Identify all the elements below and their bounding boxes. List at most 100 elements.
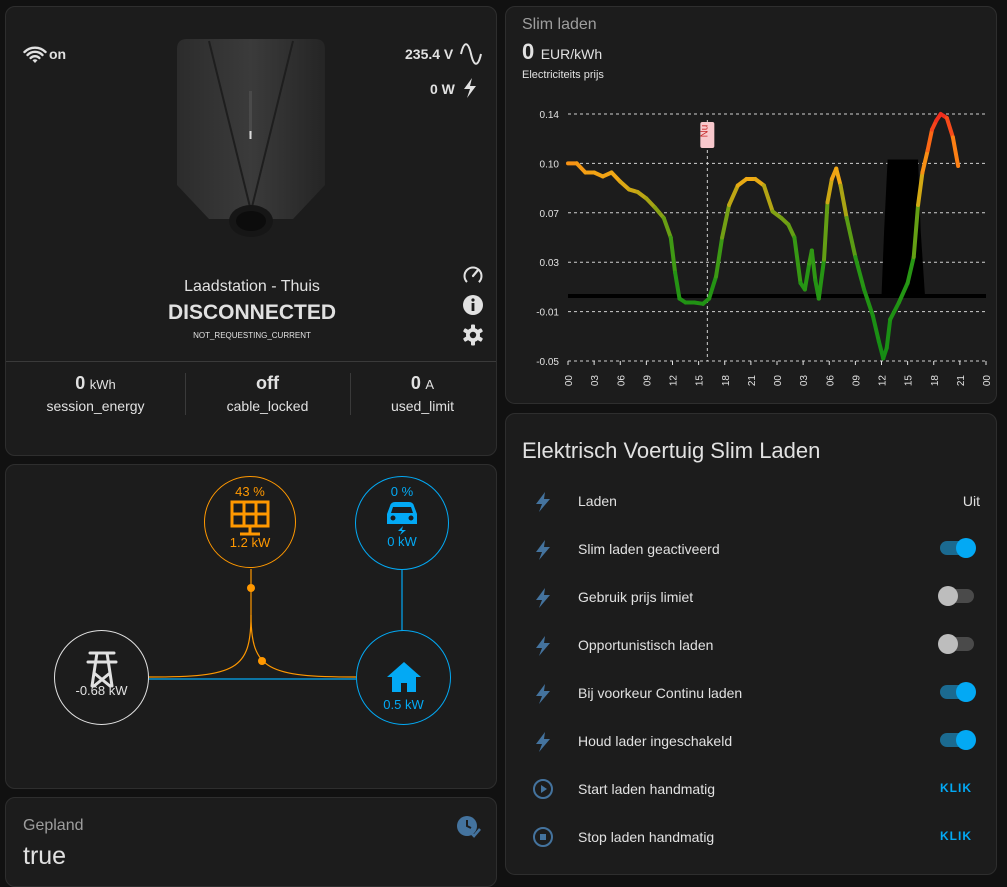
entity-label: Laden — [578, 493, 617, 509]
price-chart[interactable]: 0.14 0.10 0.07 0.03 -0.01 -0.05 00 03 06 09 12 15 18… — [506, 7, 997, 404]
price-line-segment — [644, 196, 658, 210]
press-button[interactable]: KLIK — [940, 829, 972, 843]
toggle-switch[interactable] — [938, 586, 974, 606]
car-electric-icon — [387, 502, 417, 535]
sine-wave-icon — [460, 43, 482, 65]
toggle-switch[interactable] — [938, 634, 974, 654]
home-icon — [386, 662, 421, 692]
price-line-segment — [896, 281, 910, 305]
entity-row[interactable]: Bij voorkeur Continu laden — [506, 670, 996, 718]
stat-cable-locked[interactable]: off cable_locked — [186, 373, 349, 414]
entity-row[interactable]: Start laden handmatig KLIK — [506, 766, 996, 814]
stat-name: used_limit — [390, 398, 455, 414]
price-line-segment — [786, 222, 797, 240]
toggle-switch[interactable] — [940, 730, 976, 750]
price-value: 0 — [522, 39, 535, 64]
ev-percent: 0 % — [390, 484, 414, 499]
y-tick-label: -0.05 — [536, 357, 559, 368]
price-line-segment — [720, 203, 732, 240]
smart-charging-title: Elektrisch Voertuig Slim Laden — [522, 438, 821, 463]
price-line-segment — [888, 300, 901, 322]
stop-circle-icon[interactable] — [532, 826, 554, 848]
flash-icon[interactable] — [532, 682, 554, 704]
wifi-icon — [23, 46, 47, 63]
stat-name: cable_locked — [226, 398, 309, 414]
stat-unit: kWh — [89, 377, 116, 392]
toggle-knob — [938, 634, 958, 654]
solar-percent: 43 % — [235, 484, 265, 499]
price-line-segment — [609, 170, 623, 184]
price-line-segment — [822, 200, 830, 262]
play-circle-icon[interactable] — [532, 778, 554, 800]
charger-card: on 235.4 V 0 W Laadstation - Thuis DISCO… — [5, 6, 497, 456]
stat-value: 0 — [75, 373, 86, 393]
x-tick-label: 03 — [799, 375, 810, 387]
gear-icon[interactable] — [462, 324, 484, 346]
price-line-segment — [673, 270, 682, 301]
x-tick-label: 21 — [747, 375, 758, 387]
press-button[interactable]: KLIK — [940, 781, 972, 795]
wifi-status: on — [49, 46, 67, 62]
price-line-segment — [761, 183, 775, 214]
charger-divider — [6, 361, 496, 362]
x-tick-label: 12 — [878, 375, 889, 387]
entity-row[interactable]: Opportunistisch laden — [506, 622, 996, 670]
charger-substatus: NOT_REQUESTING_CURRENT — [193, 331, 311, 340]
chart-title: Slim laden — [522, 16, 597, 33]
price-chart-card: Slim laden 0 EUR/kWh Electriciteits prij… — [505, 6, 997, 404]
info-icon[interactable] — [462, 294, 484, 316]
price-line-segment — [916, 170, 925, 207]
entity-label: Gebruik prijs limiet — [578, 589, 694, 605]
x-tick-label: 06 — [825, 375, 836, 387]
flow-dot — [258, 657, 266, 665]
flash-icon[interactable] — [532, 538, 554, 560]
x-tick-label: 00 — [773, 375, 784, 387]
ev-power: 0 kW — [387, 534, 417, 549]
solar-node[interactable]: 43 % 1.2 kW — [204, 476, 296, 568]
entity-row[interactable]: Slim laden geactiveerd — [506, 526, 996, 574]
price-line-segment — [661, 216, 673, 240]
chart-subtitle: Electriciteits prijs — [522, 69, 604, 81]
price-line-segment — [944, 115, 955, 140]
grid-node[interactable]: -0.68 kW — [54, 630, 149, 725]
stat-used-limit[interactable]: 0 A used_limit — [341, 373, 496, 414]
price-line-segment — [802, 261, 812, 292]
price-line-segment — [838, 183, 849, 220]
entity-list: Laden Uit Slim laden geactiveerd Gebruik pr… — [506, 478, 996, 868]
stat-divider — [185, 373, 186, 415]
entity-label: Stop laden handmatig — [578, 829, 715, 845]
chart-current-value: 0 EUR/kWh — [522, 39, 602, 65]
flow-dot — [247, 584, 255, 592]
flash-icon[interactable] — [532, 586, 554, 608]
flash-icon[interactable] — [532, 490, 554, 512]
voltage-value: 235.4 V — [405, 46, 454, 62]
x-tick-label: 12 — [669, 375, 680, 387]
entity-row[interactable]: Stop laden handmatig KLIK — [506, 814, 996, 862]
power-value: 0 W — [430, 81, 455, 97]
stat-session-energy[interactable]: 0 kWh session_energy — [14, 373, 177, 414]
toggle-switch[interactable] — [940, 538, 976, 558]
entity-row[interactable]: Houd lader ingeschakeld — [506, 718, 996, 766]
gepland-card[interactable]: Gepland true — [5, 797, 497, 887]
price-line-segment — [714, 235, 725, 279]
price-unit: EUR/kWh — [540, 46, 603, 62]
entity-row[interactable]: Laden Uit — [506, 478, 996, 526]
toggle-switch[interactable] — [940, 682, 976, 702]
stat-divider — [350, 373, 351, 415]
y-tick-label: -0.01 — [536, 308, 559, 319]
price-line-segment — [653, 205, 666, 220]
flash-icon[interactable] — [532, 730, 554, 752]
price-line-segment — [844, 216, 858, 259]
flash-icon[interactable] — [532, 634, 554, 656]
speedometer-icon[interactable] — [462, 264, 484, 286]
x-tick-label: 21 — [956, 375, 967, 387]
x-tick-label: 15 — [695, 375, 706, 387]
ev-node[interactable]: 0 % 0 kW — [355, 476, 449, 570]
y-tick-label: 0.07 — [540, 209, 560, 220]
x-tick-label: 00 — [982, 375, 993, 387]
y-tick-label: 0.03 — [540, 258, 560, 269]
price-line-segment — [792, 235, 803, 285]
price-line-segment — [884, 317, 893, 350]
home-node[interactable]: 0.5 kW — [356, 630, 451, 725]
entity-row[interactable]: Gebruik prijs limiet — [506, 574, 996, 622]
